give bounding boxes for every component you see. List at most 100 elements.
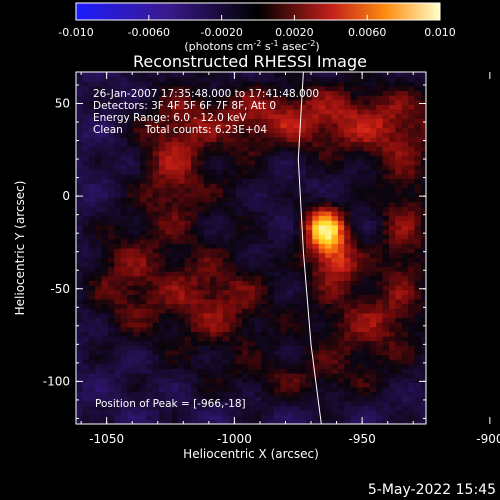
heatmap-cell bbox=[376, 396, 384, 402]
heatmap-cell bbox=[107, 391, 115, 397]
heatmap-cell bbox=[350, 136, 358, 142]
heatmap-cell bbox=[267, 206, 275, 212]
heatmap-cell bbox=[363, 85, 371, 92]
heatmap-cell bbox=[299, 386, 307, 393]
heatmap-cell bbox=[222, 76, 230, 82]
heatmap-cell bbox=[235, 206, 243, 212]
heatmap-cell bbox=[376, 155, 384, 161]
heatmap-cell bbox=[159, 359, 166, 365]
heatmap-cell bbox=[191, 155, 198, 161]
heatmap-cell bbox=[274, 340, 281, 346]
heatmap-cell bbox=[210, 271, 218, 277]
heatmap-cell bbox=[184, 150, 192, 156]
heatmap-cell bbox=[261, 317, 269, 323]
heatmap-cell bbox=[344, 396, 352, 402]
heatmap-cell bbox=[395, 257, 403, 263]
heatmap-cell bbox=[146, 72, 154, 78]
heatmap-cell bbox=[127, 169, 135, 175]
heatmap-cell bbox=[248, 215, 256, 221]
heatmap-cell bbox=[395, 238, 403, 244]
heatmap-cell bbox=[299, 400, 307, 406]
heatmap-cell bbox=[133, 215, 141, 221]
heatmap-cell bbox=[254, 164, 262, 170]
heatmap-cell bbox=[286, 113, 294, 119]
heatmap-cell bbox=[82, 414, 90, 420]
heatmap-cell bbox=[184, 113, 192, 119]
heatmap-cell bbox=[178, 331, 186, 337]
heatmap-cell bbox=[331, 275, 339, 281]
heatmap-cell bbox=[376, 104, 384, 110]
heatmap-cell bbox=[101, 386, 109, 393]
heatmap-cell bbox=[414, 377, 422, 383]
heatmap-cell bbox=[76, 252, 83, 258]
heatmap-cell bbox=[280, 90, 288, 96]
heatmap-cell bbox=[254, 169, 262, 175]
heatmap-cell bbox=[133, 275, 141, 281]
heatmap-cell bbox=[312, 294, 320, 300]
heatmap-cell bbox=[331, 127, 339, 133]
heatmap-cell bbox=[395, 136, 403, 142]
heatmap-cell bbox=[203, 317, 211, 323]
heatmap-cell bbox=[76, 99, 83, 105]
heatmap-cell bbox=[401, 229, 409, 235]
heatmap-cell bbox=[325, 400, 333, 406]
heatmap-cell bbox=[197, 173, 205, 180]
heatmap-cell bbox=[210, 340, 218, 346]
heatmap-cell bbox=[95, 104, 103, 110]
heatmap-cell bbox=[389, 363, 396, 369]
heatmap-cell bbox=[146, 336, 154, 342]
heatmap-cell bbox=[401, 76, 409, 82]
heatmap-cell bbox=[152, 414, 160, 420]
heatmap-cell bbox=[107, 294, 115, 300]
heatmap-cell bbox=[318, 382, 326, 388]
heatmap-cell bbox=[344, 160, 352, 166]
heatmap-cell bbox=[274, 322, 281, 328]
heatmap-cell bbox=[369, 317, 377, 323]
heatmap-cell bbox=[248, 122, 256, 129]
heatmap-cell bbox=[325, 136, 333, 142]
heatmap-cell bbox=[229, 391, 237, 397]
heatmap-cell bbox=[312, 354, 320, 360]
heatmap-cell bbox=[184, 229, 192, 235]
heatmap-cell bbox=[414, 192, 422, 198]
heatmap-cell bbox=[146, 396, 154, 402]
heatmap-cell bbox=[280, 248, 288, 254]
heatmap-cell bbox=[248, 308, 256, 314]
heatmap-cell bbox=[88, 322, 96, 328]
heatmap-cell bbox=[344, 419, 352, 424]
heatmap-cell bbox=[401, 224, 409, 230]
heatmap-cell bbox=[369, 141, 377, 147]
heatmap-cell bbox=[107, 197, 115, 203]
heatmap-cell bbox=[293, 312, 301, 318]
heatmap-cell bbox=[344, 95, 352, 101]
heatmap-cell bbox=[305, 229, 313, 235]
heatmap-cell bbox=[203, 359, 211, 365]
heatmap-cell bbox=[229, 248, 237, 254]
heatmap-cell bbox=[376, 382, 384, 388]
heatmap-cell bbox=[286, 160, 294, 166]
heatmap-cell bbox=[293, 326, 301, 332]
heatmap-cell bbox=[88, 340, 96, 346]
heatmap-cell bbox=[152, 127, 160, 133]
heatmap-cell bbox=[127, 238, 135, 244]
heatmap-cell bbox=[114, 349, 122, 356]
heatmap-cell bbox=[178, 285, 186, 291]
heatmap-cell bbox=[401, 252, 409, 258]
heatmap-cell bbox=[401, 173, 409, 180]
heatmap-cell bbox=[88, 349, 96, 356]
heatmap-cell bbox=[222, 243, 230, 249]
heatmap-cell bbox=[408, 197, 416, 203]
heatmap-cell bbox=[248, 127, 256, 133]
heatmap-cell bbox=[159, 99, 166, 105]
heatmap-cell bbox=[248, 132, 256, 138]
heatmap-cell bbox=[165, 386, 173, 393]
heatmap-cell bbox=[133, 308, 141, 314]
heatmap-cell bbox=[318, 368, 326, 374]
heatmap-cell bbox=[363, 326, 371, 332]
heatmap-cell bbox=[389, 275, 396, 281]
heatmap-cell bbox=[408, 368, 416, 374]
heatmap-cell bbox=[363, 419, 371, 424]
heatmap-cell bbox=[261, 373, 269, 379]
heatmap-cell bbox=[286, 396, 294, 402]
heatmap-cell bbox=[261, 118, 269, 124]
